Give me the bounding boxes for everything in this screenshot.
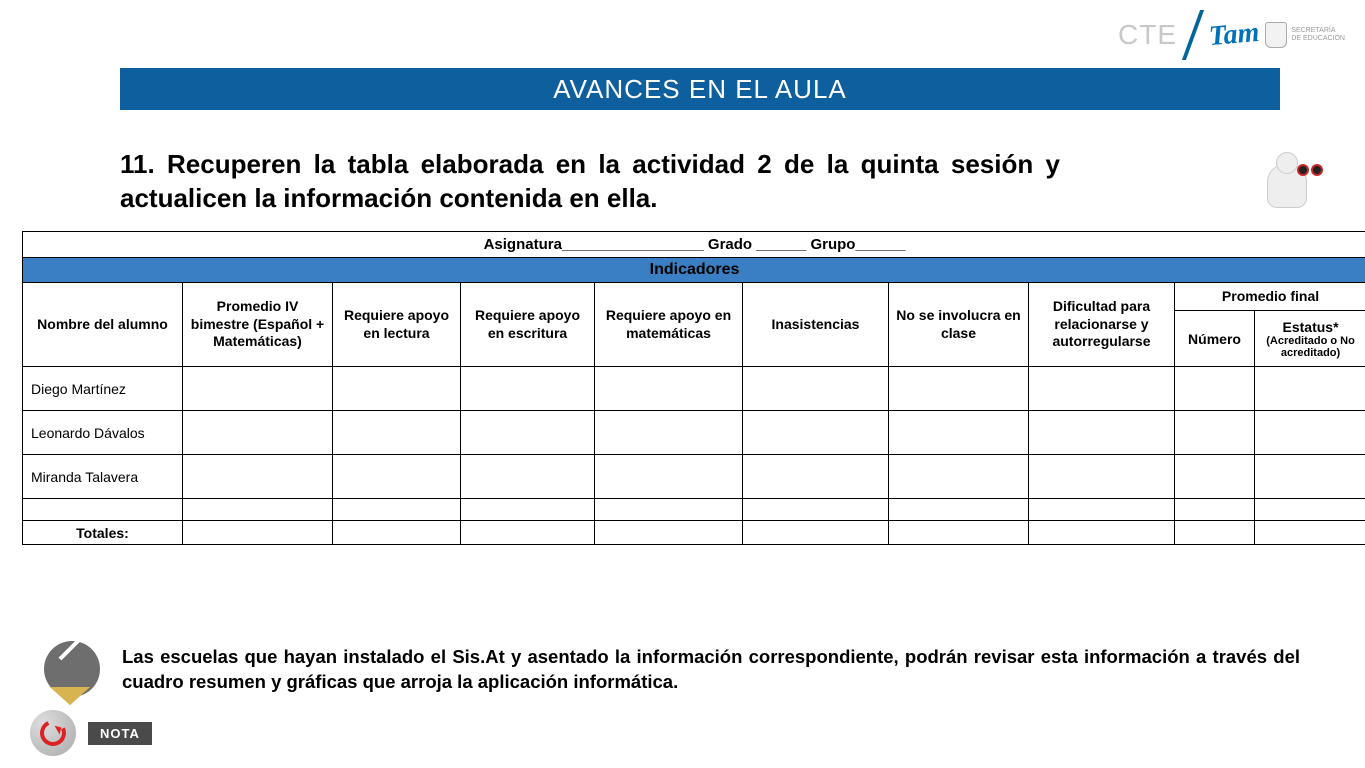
- table-row-empty: [23, 499, 1365, 521]
- logo-educacion: SECRETARÍA DE EDUCACIÓN: [1265, 22, 1345, 48]
- col-escritura: Requiere apoyo en escritura: [461, 283, 595, 367]
- col-matematicas: Requiere apoyo en matemáticas: [595, 283, 743, 367]
- cell: [889, 411, 1029, 455]
- table-row: Leonardo Dávalos: [23, 411, 1365, 455]
- cell: [461, 499, 595, 521]
- cell: [183, 499, 333, 521]
- cell: [183, 411, 333, 455]
- col-estatus: Estatus* (Acreditado o No acreditado): [1255, 311, 1365, 367]
- totals-label: Totales:: [23, 521, 183, 545]
- cell: [595, 367, 743, 411]
- cell: [1175, 521, 1255, 545]
- col-promedio-final: Promedio final: [1175, 283, 1365, 311]
- cell: [183, 455, 333, 499]
- cell: [1029, 411, 1175, 455]
- indicadores-cell: Indicadores: [23, 258, 1365, 283]
- cell: [23, 499, 183, 521]
- cell: [595, 455, 743, 499]
- estatus-label: Estatus*: [1259, 319, 1362, 335]
- nota-badge: NOTA: [30, 710, 152, 756]
- header-row: Nombre del alumno Promedio IV bimestre (…: [23, 283, 1365, 311]
- cell: [595, 499, 743, 521]
- cell: [1175, 411, 1255, 455]
- cell: [889, 367, 1029, 411]
- title-banner: AVANCES EN EL AULA: [120, 68, 1280, 110]
- cell: [183, 367, 333, 411]
- col-involucra: No se involucra en clase: [889, 283, 1029, 367]
- cell: [1255, 367, 1365, 411]
- title-text: AVANCES EN EL AULA: [553, 74, 847, 105]
- divider-diagonal: [1183, 10, 1203, 60]
- header: CTE Tam SECRETARÍA DE EDUCACIÓN: [1118, 10, 1345, 60]
- cell: [1255, 521, 1365, 545]
- col-inasistencias: Inasistencias: [743, 283, 889, 367]
- cell: [1175, 499, 1255, 521]
- cell: [461, 367, 595, 411]
- cell: [889, 521, 1029, 545]
- indicadores-row: Indicadores: [23, 258, 1365, 283]
- progress-table: Asignatura_________________ Grado ______…: [22, 231, 1347, 545]
- col-lectura: Requiere apoyo en lectura: [333, 283, 461, 367]
- cell: [1175, 367, 1255, 411]
- binoculars-figure-icon: [1249, 150, 1325, 220]
- asignatura-row: Asignatura_________________ Grado ______…: [23, 232, 1365, 258]
- totals-row: Totales:: [23, 521, 1365, 545]
- student-name: Leonardo Dávalos: [23, 411, 183, 455]
- cell: [1029, 455, 1175, 499]
- cell: [1255, 499, 1365, 521]
- cell: [1029, 367, 1175, 411]
- nota-label: NOTA: [88, 722, 152, 745]
- col-nombre: Nombre del alumno: [23, 283, 183, 367]
- cell: [743, 521, 889, 545]
- edu-line1: SECRETARÍA: [1291, 27, 1345, 35]
- cell: [595, 521, 743, 545]
- cell: [333, 521, 461, 545]
- cell: [461, 411, 595, 455]
- cell: [743, 367, 889, 411]
- shield-icon: [1265, 22, 1287, 48]
- cell: [889, 499, 1029, 521]
- note-badge-icon: [40, 641, 104, 697]
- cell: [1175, 455, 1255, 499]
- asignatura-cell: Asignatura_________________ Grado ______…: [23, 232, 1365, 258]
- instruction-text: 11. Recuperen la tabla elaborada en la a…: [120, 148, 1060, 216]
- cell: [1029, 521, 1175, 545]
- cell: [743, 499, 889, 521]
- note-block: Las escuelas que hayan instalado el Sis.…: [40, 641, 1300, 697]
- col-promedio: Promedio IV bimestre (Español + Matemáti…: [183, 283, 333, 367]
- estatus-sub: (Acreditado o No acreditado): [1259, 335, 1362, 359]
- table-row: Diego Martínez: [23, 367, 1365, 411]
- cell: [461, 455, 595, 499]
- student-name: Diego Martínez: [23, 367, 183, 411]
- cell: [333, 455, 461, 499]
- cell: [333, 499, 461, 521]
- cell: [333, 411, 461, 455]
- cell: [1255, 455, 1365, 499]
- note-text: Las escuelas que hayan instalado el Sis.…: [122, 641, 1300, 695]
- refresh-icon: [30, 710, 76, 756]
- cell: [1255, 411, 1365, 455]
- cte-label: CTE: [1118, 19, 1177, 51]
- pencil-icon: [56, 653, 88, 685]
- student-name: Miranda Talavera: [23, 455, 183, 499]
- table-row: Miranda Talavera: [23, 455, 1365, 499]
- cell: [1029, 499, 1175, 521]
- edu-line2: DE EDUCACIÓN: [1291, 35, 1345, 43]
- cell: [743, 411, 889, 455]
- col-dificultad: Dificultad para relacionarse y autorregu…: [1029, 283, 1175, 367]
- cell: [333, 367, 461, 411]
- logo-tam: Tam: [1208, 17, 1261, 53]
- cell: [183, 521, 333, 545]
- col-numero: Número: [1175, 311, 1255, 367]
- cell: [595, 411, 743, 455]
- cell: [743, 455, 889, 499]
- cell: [889, 455, 1029, 499]
- cell: [461, 521, 595, 545]
